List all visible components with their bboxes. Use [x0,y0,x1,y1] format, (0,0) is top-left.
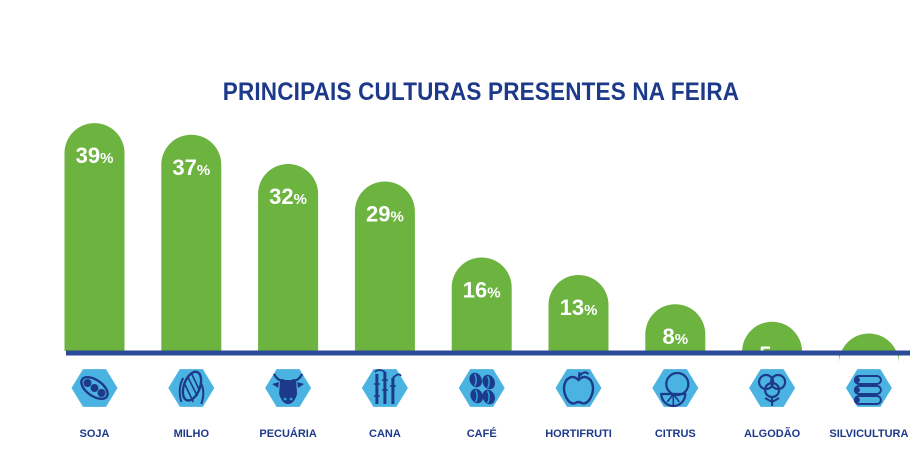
category-label-3: CANA [369,428,401,440]
bar-hortifruti [548,275,609,351]
value-label: 37% [172,155,210,180]
bars-group: 39%37%32%29%16%13%8%5%3% [64,123,899,378]
logs-icon [845,369,892,407]
bar-pecuária [258,163,319,351]
category-label-1: MILHO [174,428,210,440]
value-label: 8% [663,324,689,349]
cotton-icon [749,369,796,407]
bar-soja [64,123,125,351]
category-label-2: PECUÁRIA [259,427,317,440]
value-label: 39% [76,143,114,168]
soybean-icon [71,369,118,407]
bar-algodão [742,321,803,352]
corn-icon [168,369,215,407]
category-label-0: SOJA [80,428,110,440]
coffee-bean-icon [458,369,505,407]
value-label: 16% [463,277,501,302]
value-label: 13% [560,295,598,320]
sugarcane-icon [361,369,408,407]
bar-citrus [645,304,706,351]
category-label-5: HORTIFRUTI [545,428,612,440]
apple-icon [555,369,602,407]
icons-group [71,369,892,408]
bar-cana [354,181,415,351]
value-label: 32% [269,184,307,209]
bar-milho [161,134,222,351]
category-label-7: ALGODÃO [744,427,801,440]
category-label-4: CAFÉ [467,427,497,440]
bar-silvicultura [838,333,899,364]
value-label: 29% [366,202,404,227]
category-label-6: CITRUS [655,428,696,440]
cow-icon [265,369,312,407]
category-labels-group: SOJA MILHO PECUÁRIA CANA CAFÉ HORTIFRUTI CITRU… [80,427,909,440]
chart-title: PRINCIPAIS CULTURAS PRESENTES NA FEIRA [222,78,740,106]
citrus-icon [652,369,699,408]
category-label-8: SILVICULTURA [829,428,908,440]
bar-café [451,257,512,351]
